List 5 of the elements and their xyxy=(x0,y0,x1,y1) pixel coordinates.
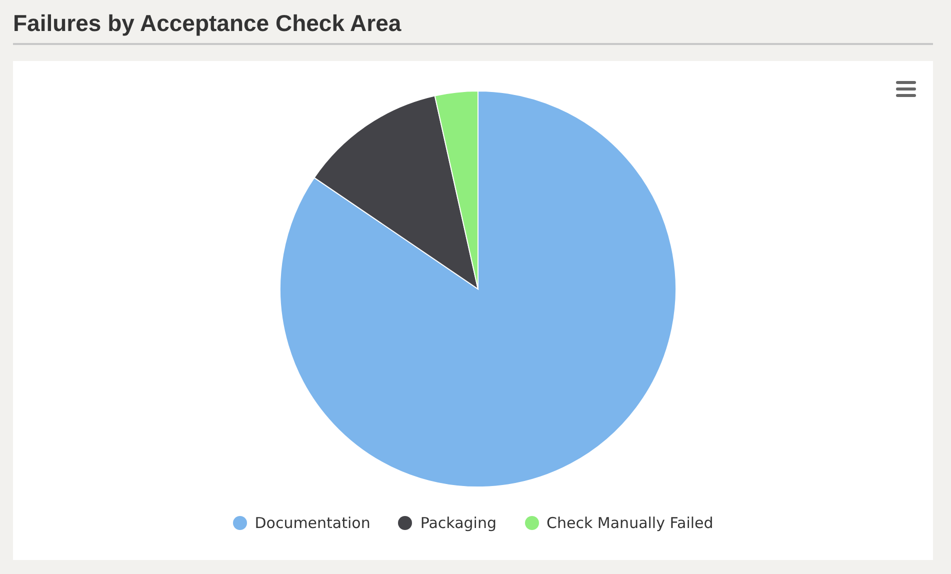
legend-label: Packaging xyxy=(420,514,497,532)
chart-title: Failures by Acceptance Check Area xyxy=(13,10,933,45)
legend-label: Check Manually Failed xyxy=(546,514,714,532)
pie-slice xyxy=(280,90,676,488)
legend-label: Documentation xyxy=(254,514,370,532)
